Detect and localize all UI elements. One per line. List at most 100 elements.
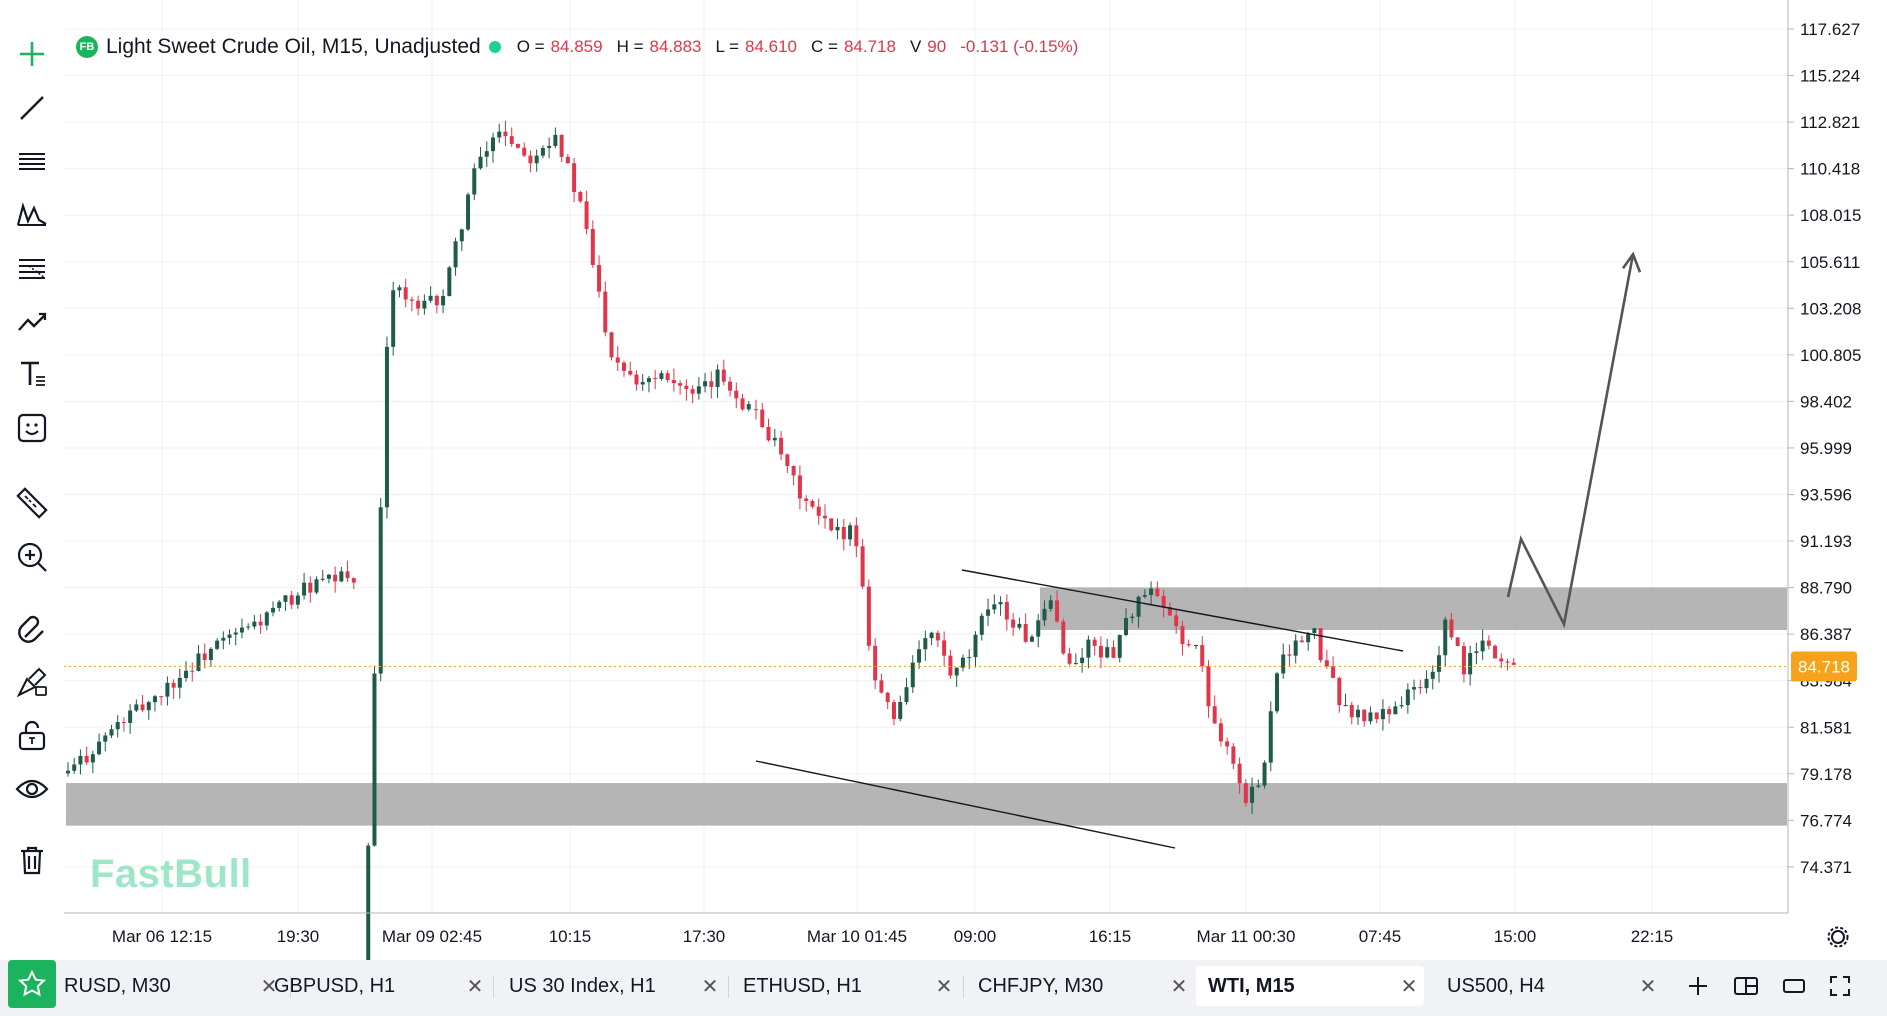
candle-body (289, 595, 294, 605)
candle-body (854, 525, 859, 547)
candle-body (1130, 616, 1135, 619)
candle-body (97, 741, 102, 755)
candle-body (252, 621, 257, 627)
candle-body (208, 648, 213, 661)
forecast-icon[interactable] (10, 301, 54, 341)
candle-body (1511, 662, 1516, 665)
close-icon[interactable]: ✕ (1400, 975, 1418, 998)
window-icon[interactable] (1774, 968, 1814, 1004)
close-icon[interactable]: ✕ (260, 975, 278, 998)
candle-body (1331, 666, 1336, 678)
price-tick-label: 81.581 (1800, 718, 1852, 737)
tab-wti[interactable]: WTI, M15 ✕ (1196, 966, 1424, 1006)
candle-body (622, 362, 626, 371)
price-chart[interactable]: 117.627 115.224 112.821 110.418 108.015 105.6… (64, 0, 1887, 960)
crosshair-icon[interactable] (10, 34, 54, 74)
price-axis[interactable]: 117.627 115.224 112.821 110.418 108.015 105.6… (1787, 0, 1861, 913)
fullscreen-icon[interactable] (1820, 968, 1860, 1004)
candle-body (678, 383, 683, 386)
favorites-button[interactable] (8, 960, 56, 1008)
candle-body (841, 526, 846, 540)
forecast-path (1506, 253, 1635, 629)
candle-body (1412, 687, 1417, 690)
price-tick-label: 110.418 (1800, 160, 1860, 179)
close-icon[interactable]: ✕ (701, 975, 719, 998)
candle-body (1180, 626, 1185, 645)
trash-icon[interactable] (10, 840, 54, 880)
trend-line-icon[interactable] (10, 88, 54, 128)
price-tick-label: 117.627 (1800, 20, 1860, 39)
drawing-toolbar (0, 0, 64, 960)
candle-body (1161, 596, 1166, 608)
high-key: H = (616, 37, 644, 56)
candle-body (898, 701, 903, 719)
candle-body (804, 498, 809, 502)
close-icon[interactable]: ✕ (1170, 975, 1188, 998)
eye-icon[interactable] (10, 769, 54, 809)
price-tick-label: 105.611 (1800, 253, 1860, 272)
zoom-in-icon[interactable] (10, 537, 54, 577)
candle-body (366, 845, 371, 960)
candle-body (597, 264, 602, 292)
fib-levels-icon[interactable] (10, 248, 54, 288)
tab-us30[interactable]: US 30 Index, H1 ✕ (497, 966, 725, 1006)
close-icon[interactable]: ✕ (935, 975, 953, 998)
layout-icon[interactable] (1726, 968, 1766, 1004)
candle-body (954, 667, 959, 676)
unlock-icon[interactable] (10, 716, 54, 756)
settings-gear-icon[interactable] (1827, 926, 1849, 948)
tab-ethusd[interactable]: ETHUSD, H1 ✕ (731, 966, 959, 1006)
candle-body (428, 295, 433, 301)
chart-area[interactable]: 117.627 115.224 112.821 110.418 108.015 105.6… (64, 0, 1887, 960)
candle-body (709, 381, 714, 387)
candle-body (1124, 618, 1129, 636)
close-icon[interactable]: ✕ (466, 975, 484, 998)
candle-body (453, 241, 458, 268)
candle-body (302, 582, 307, 596)
tab-chfjpy[interactable]: CHFJPY, M30 ✕ (966, 966, 1194, 1006)
candle-body (320, 578, 325, 580)
candle-body (785, 454, 790, 466)
candle-body (78, 755, 83, 765)
candle-body (326, 574, 331, 579)
candle-body (339, 571, 344, 582)
pattern-icon[interactable] (10, 195, 54, 235)
emoji-icon[interactable] (10, 408, 54, 448)
tab-gbpusd[interactable]: GBPUSD, H1 ✕ (262, 966, 490, 1006)
candle-body (434, 295, 439, 306)
add-tab-icon[interactable] (1678, 968, 1718, 1004)
horizontal-lines-icon[interactable] (10, 141, 54, 181)
candle-body (264, 612, 269, 626)
candle-body (416, 300, 421, 309)
candle-body (422, 300, 427, 309)
candle-body (615, 357, 620, 363)
candle-body (998, 602, 1003, 605)
candle-body (1048, 600, 1053, 609)
candle-body (1275, 673, 1279, 712)
ruler-icon[interactable] (10, 483, 54, 523)
tab-rusd[interactable]: RUSD, M30 ✕ (56, 966, 284, 1006)
candle-body (746, 404, 751, 410)
candle-body (66, 770, 70, 774)
time-axis[interactable]: Mar 06 12:15 19:30 Mar 09 02:45 10:15 17:30 M… (64, 912, 1849, 948)
candle-body (1405, 689, 1410, 706)
candle-body (103, 735, 108, 742)
symbol-title[interactable]: Light Sweet Crude Oil, M15, Unadjusted (106, 35, 481, 58)
candle-body (134, 704, 139, 711)
candle-body (1218, 723, 1223, 742)
broker-badge: FB (76, 36, 98, 58)
candle-body (829, 518, 834, 531)
candle-body (1256, 785, 1261, 787)
candle-body (653, 378, 658, 380)
text-tool-icon[interactable] (10, 354, 54, 394)
magnet-icon[interactable] (10, 608, 54, 648)
candle-body (1461, 646, 1466, 675)
candle-body (1011, 619, 1016, 628)
close-icon[interactable]: ✕ (1639, 975, 1657, 998)
zone-resistance (1040, 587, 1787, 631)
candle-body (866, 586, 871, 646)
tab-us500[interactable]: US500, H4 ✕ (1435, 966, 1663, 1006)
candle-body (90, 754, 95, 763)
candle-body (760, 409, 765, 427)
lock-drawing-icon[interactable] (10, 662, 54, 702)
